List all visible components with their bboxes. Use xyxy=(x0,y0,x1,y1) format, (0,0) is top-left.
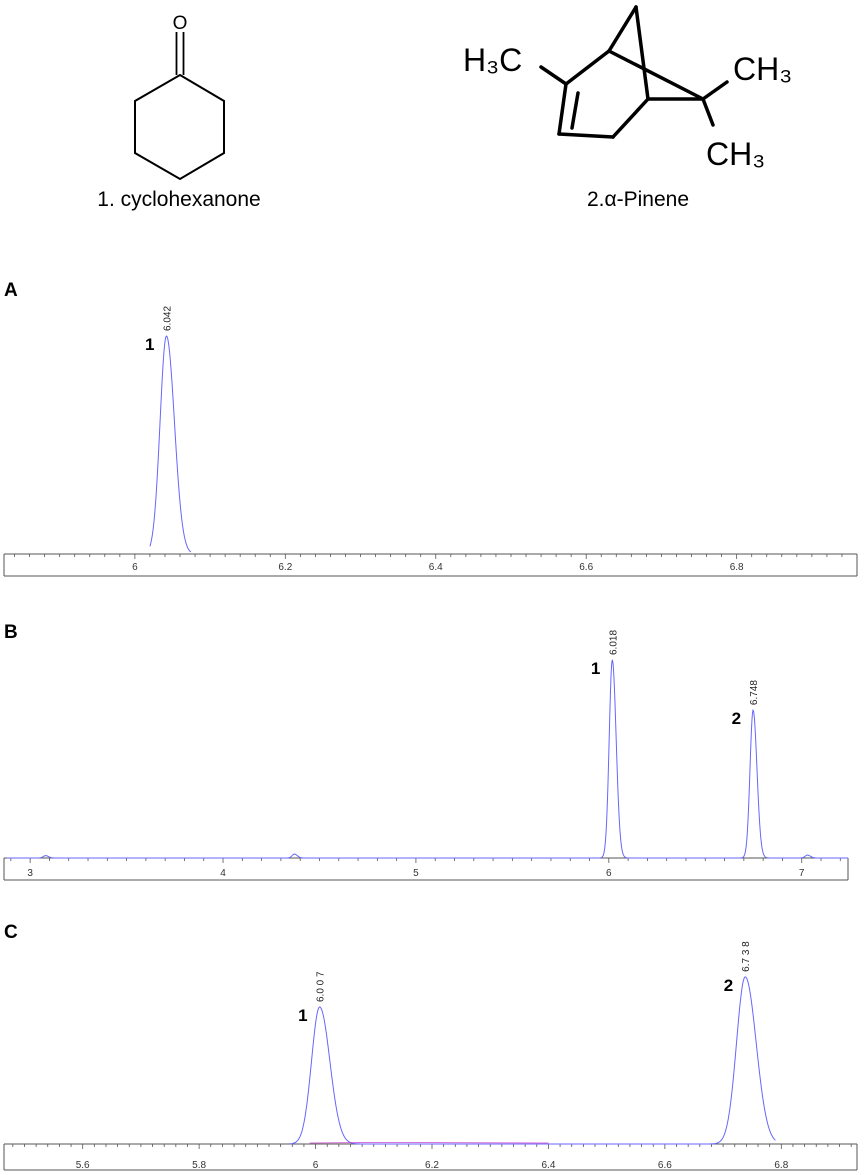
pinene-bond xyxy=(607,5,638,53)
x-tick-label: 6.4 xyxy=(541,1160,555,1171)
structure-1-label: 1. cyclohexanone xyxy=(97,188,260,211)
pinene-bond xyxy=(634,5,650,101)
x-tick-label: 6.8 xyxy=(730,562,744,573)
peak-number-label: 1 xyxy=(298,1006,307,1025)
x-tick-label: 6 xyxy=(606,868,612,879)
x-tick-label: 6 xyxy=(132,562,138,573)
x-tick-label: 7 xyxy=(799,868,805,879)
peak-number-label: 2 xyxy=(724,976,733,995)
pinene-bond xyxy=(557,82,568,136)
peak-retention-label: 6.7 3 8 xyxy=(741,941,752,972)
chromatogram-trace xyxy=(289,976,776,1145)
peak-retention-label: 6.748 xyxy=(749,680,760,705)
pinene-methyl-bond xyxy=(701,97,715,127)
peak-retention-label: 6.042 xyxy=(162,306,173,331)
x-tick-label: 6.8 xyxy=(774,1160,788,1171)
methyl-label-ch3-lower: CH₃ xyxy=(706,136,765,172)
x-tick-label: 6.2 xyxy=(425,1160,439,1171)
alpha-pinene-structure xyxy=(539,5,729,139)
cyclohexanone-structure: O 1. cyclohexanone xyxy=(97,13,260,211)
panel-label: B xyxy=(4,622,18,643)
chromatogram-panel-c: C 5.6 5.8 6 6.2 6.4 6.6 6.8 6.0 0 7 1 6.7 3 8 2 xyxy=(3,922,858,1171)
pinene-bond xyxy=(557,132,615,139)
pinene-bond xyxy=(611,97,650,139)
methyl-label-ch3-upper: CH₃ xyxy=(733,51,792,87)
x-tick-label: 5 xyxy=(413,868,419,879)
oxygen-atom-label: O xyxy=(173,13,188,34)
x-tick-label: 6 xyxy=(313,1160,319,1171)
pinene-methyl-bond xyxy=(539,65,568,86)
pinene-methyl-bond xyxy=(701,80,729,101)
x-tick-label: 6.2 xyxy=(278,562,292,573)
pinene-double-bond xyxy=(570,91,580,130)
cyclohexane-ring xyxy=(134,73,225,181)
chromatogram-trace xyxy=(7,659,848,859)
panel-label: C xyxy=(4,922,18,943)
peak-number-label: 1 xyxy=(591,659,600,678)
chromatogram-panel-b: B 3 4 5 6 7 6.018 1 6.748 2 xyxy=(3,622,849,881)
x-tick-label: 3 xyxy=(27,868,33,879)
pinene-bond xyxy=(607,49,705,101)
pinene-bond xyxy=(564,49,611,86)
chromatogram-panel-a: A 6 6.2 6.4 6.6 6.8 6.042 1 xyxy=(3,280,858,577)
x-tick-label: 5.6 xyxy=(76,1160,90,1171)
peak-retention-label: 6.0 0 7 xyxy=(316,971,327,1002)
x-tick-label: 4 xyxy=(220,868,226,879)
x-tick-label: 6.4 xyxy=(429,562,443,573)
x-tick-label: 5.8 xyxy=(192,1160,206,1171)
panel-label: A xyxy=(4,280,18,301)
peak-retention-label: 6.018 xyxy=(608,630,619,655)
peak-number-label: 1 xyxy=(145,335,154,354)
peak-number-label: 2 xyxy=(732,709,741,728)
x-tick-label: 6.6 xyxy=(579,562,593,573)
baseline-segment xyxy=(309,1142,549,1144)
x-tick-label: 6.6 xyxy=(658,1160,672,1171)
chromatogram-trace xyxy=(149,335,192,553)
structure-2-label: 2.α-Pinene xyxy=(587,188,689,211)
methyl-label-h3c: H₃C xyxy=(463,42,522,78)
